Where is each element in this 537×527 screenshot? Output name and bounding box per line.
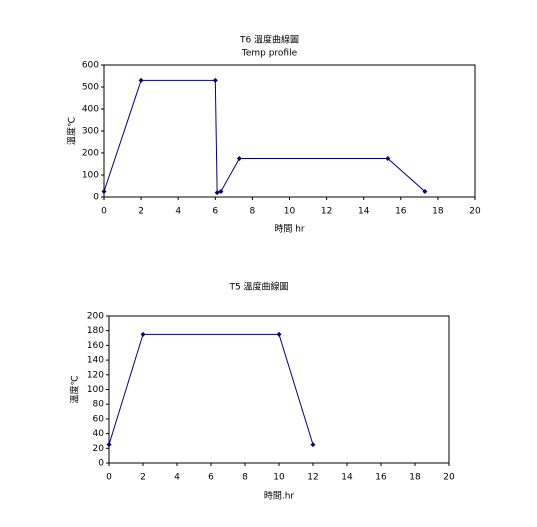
y-tick-label: 160 — [87, 341, 104, 351]
x-tick-label: 20 — [443, 473, 455, 483]
data-point — [101, 189, 107, 194]
x-tick-label: 14 — [358, 207, 370, 217]
chart-title: T6 溫度曲線圖 — [239, 34, 299, 46]
x-tick-label: 10 — [284, 207, 296, 217]
y-tick-label: 100 — [87, 385, 104, 395]
y-tick-label: 200 — [87, 312, 104, 322]
data-point — [236, 156, 242, 161]
x-tick-label: 0 — [106, 473, 112, 483]
y-tick-label: 300 — [82, 127, 99, 137]
y-tick-label: 500 — [82, 83, 99, 93]
x-tick-label: 20 — [469, 207, 481, 217]
y-tick-label: 0 — [98, 459, 104, 469]
x-tick-label: 0 — [101, 207, 107, 217]
x-tick-label: 6 — [208, 473, 214, 483]
x-tick-label: 8 — [242, 473, 248, 483]
x-axis-label: 時間 hr — [274, 224, 305, 235]
data-point — [212, 77, 218, 83]
data-point — [422, 189, 428, 194]
x-tick-label: 10 — [273, 473, 285, 483]
x-tick-label: 18 — [432, 207, 444, 217]
data-point — [276, 331, 282, 337]
y-tick-label: 400 — [82, 105, 99, 115]
y-tick-label: 200 — [82, 149, 99, 159]
data-point — [385, 156, 391, 161]
x-tick-label: 14 — [341, 473, 353, 483]
y-axis-label: 溫度℃ — [66, 117, 78, 145]
data-point — [310, 442, 316, 448]
chart-title: T5 溫度曲線圖 — [228, 281, 288, 293]
y-tick-label: 180 — [87, 326, 104, 336]
data-point — [140, 331, 146, 337]
plot-frame — [103, 64, 476, 198]
data-point — [138, 77, 144, 83]
chart-subtitle: Temp profile — [241, 49, 298, 59]
x-tick-label: 4 — [175, 207, 181, 217]
data-line — [103, 79, 426, 194]
data-point — [214, 190, 220, 196]
x-tick-label: 12 — [307, 473, 318, 483]
x-tick-label: 8 — [250, 207, 256, 217]
data-line — [108, 333, 314, 445]
y-tick-label: 80 — [93, 400, 105, 410]
y-tick-label: 120 — [87, 370, 104, 380]
data-point — [106, 442, 112, 448]
y-tick-label: 60 — [93, 414, 105, 424]
y-tick-label: 20 — [93, 444, 105, 454]
y-axis-label: 溫度℃ — [69, 375, 81, 403]
y-tick-label: 100 — [82, 171, 99, 181]
x-tick-label: 12 — [321, 207, 332, 217]
x-axis-label: 時間.hr — [264, 491, 295, 502]
y-tick-label: 600 — [82, 61, 99, 71]
y-tick-label: 140 — [87, 356, 104, 366]
x-tick-label: 18 — [409, 473, 421, 483]
data-point — [218, 189, 224, 194]
y-tick-label: 40 — [93, 429, 105, 439]
plot-frame — [108, 315, 450, 464]
x-tick-label: 16 — [375, 473, 387, 483]
y-tick-label: 0 — [93, 193, 99, 203]
x-tick-label: 16 — [395, 207, 407, 217]
x-tick-label: 2 — [138, 207, 144, 217]
x-tick-label: 4 — [174, 473, 180, 483]
x-tick-label: 6 — [212, 207, 218, 217]
x-tick-label: 2 — [140, 473, 146, 483]
